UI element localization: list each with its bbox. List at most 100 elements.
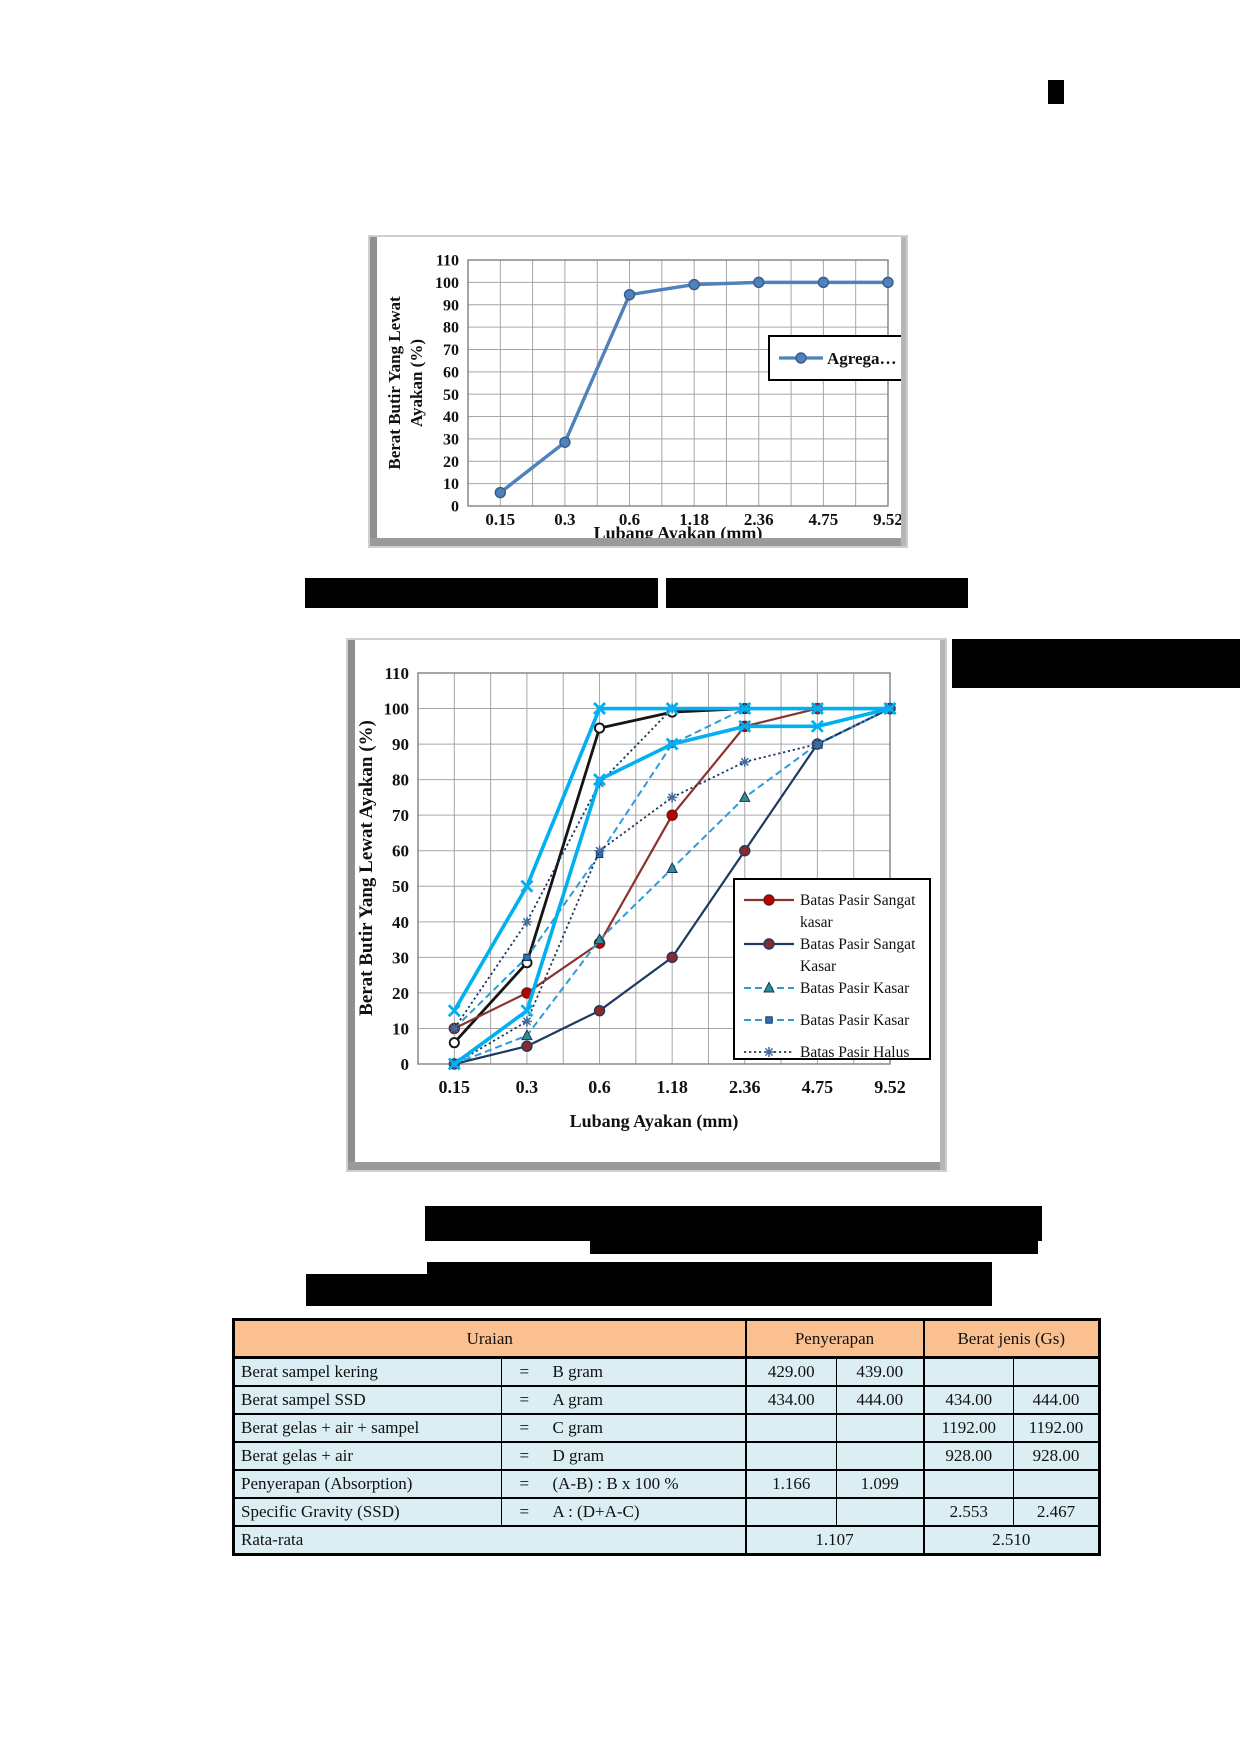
absorption-specific-gravity-table: Uraian Penyerapan Berat jenis (Gs) Berat… [232,1318,1102,1556]
row-eq: = [501,1414,547,1443]
row-label: Berat gelas + air + sampel [233,1414,502,1443]
svg-text:20: 20 [392,984,409,1003]
svg-text:110: 110 [436,253,459,270]
svg-text:90: 90 [443,297,459,314]
gs-value-1: 2.553 [923,1498,1014,1527]
svg-text:20: 20 [443,454,459,471]
svg-text:4.75: 4.75 [802,1077,834,1097]
row-label: Berat sampel kering [233,1357,502,1387]
redacted-page-number [1048,80,1064,104]
svg-text:30: 30 [392,948,409,967]
row-formula: A : (D+A-C) [546,1498,747,1527]
row-formula: (A-B) : B x 100 % [546,1470,747,1499]
gs-value-1 [923,1470,1014,1499]
svg-text:1.18: 1.18 [679,510,709,529]
svg-text:2.36: 2.36 [729,1077,761,1097]
svg-text:40: 40 [443,409,459,426]
svg-text:0.6: 0.6 [588,1077,611,1097]
svg-text:110: 110 [384,664,409,683]
svg-text:10: 10 [443,476,459,493]
gs-average: 2.510 [923,1526,1101,1555]
table-row: Berat sampel kering = B gram 429.00 439.… [233,1357,1101,1387]
table-row: Berat gelas + air = D gram 928.00 928.00 [233,1442,1101,1471]
svg-text:Ayakan (%): Ayakan (%) [407,339,426,427]
penyerapan-value-1: 1.166 [745,1470,837,1499]
svg-text:0.15: 0.15 [439,1077,471,1097]
penyerapan-value-1: 434.00 [745,1386,837,1415]
y-axis-title: Berat Butir Yang Lewat Ayakan (%) [356,720,377,1016]
grain-size-chart-agregat: 0 10 20 30 40 50 60 70 80 90 100 110 0.15 0.3 0.6 1.18 2… [385,253,911,544]
y-axis-labels: 0 10 20 30 40 50 60 70 80 90 100 110 [435,253,459,516]
legend-label: Kasar [800,958,837,975]
penyerapan-value-2 [836,1498,925,1527]
svg-text:0: 0 [401,1055,410,1074]
svg-text:100: 100 [384,699,410,718]
svg-text:9.52: 9.52 [874,1077,906,1097]
svg-text:2.36: 2.36 [744,510,774,529]
chart1-frame: 0 10 20 30 40 50 60 70 80 90 100 110 0.15 0.3 0.6 1.18 2… [368,235,911,548]
penyerapan-value-1 [745,1498,837,1527]
legend-label: Batas Pasir Halus [800,1044,909,1061]
rata-rata-label: Rata-rata [233,1526,747,1555]
svg-text:Berat Butir Yang Lewat Ayakan: Berat Butir Yang Lewat Ayakan (%) [356,720,377,1016]
penyerapan-value-2: 444.00 [836,1386,925,1415]
table-row: Berat sampel SSD = A gram 434.00 444.00 … [233,1386,1101,1415]
chart1-shadow-right [901,237,906,546]
row-label: Specific Gravity (SSD) [233,1498,502,1527]
chart1-shadow-bottom [370,538,906,546]
svg-text:30: 30 [443,432,459,449]
row-formula: A gram [546,1386,747,1415]
grain-size-zones-chart: 0 10 20 30 40 50 60 70 80 90 100 110 0.15 0.3 0.6 1.18 2… [356,664,931,1132]
legend-label: Batas Pasir Kasar [800,1012,910,1029]
row-eq: = [501,1357,547,1387]
gs-value-1: 434.00 [923,1386,1014,1415]
table-header-row: Uraian Penyerapan Berat jenis (Gs) [233,1319,1100,1359]
chart1-shadow-left [370,237,377,546]
redacted-chart2-corner-block [952,639,1240,688]
plot-frame [417,672,891,1065]
svg-text:10: 10 [392,1019,409,1038]
legend-label: Batas Pasir Sangat [800,892,916,909]
redacted-figure2-caption [425,1206,1042,1241]
penyerapan-value-2: 1.099 [836,1470,925,1499]
gs-value-2 [1013,1470,1101,1499]
header-berat-jenis: Berat jenis (Gs) [923,1319,1100,1359]
redacted-table-caption [427,1262,992,1306]
gs-value-1: 1192.00 [923,1414,1014,1443]
svg-text:1.18: 1.18 [656,1077,688,1097]
row-label: Penyerapan (Absorption) [233,1470,502,1499]
svg-text:40: 40 [392,913,409,932]
svg-text:100: 100 [435,275,459,292]
chart2-shadow-left [348,640,355,1170]
row-label: Berat sampel SSD [233,1386,502,1415]
svg-text:4.75: 4.75 [809,510,839,529]
x-axis-labels: 0.15 0.3 0.6 1.18 2.36 4.75 9.52 [439,1077,906,1097]
penyerapan-value-2: 439.00 [836,1357,925,1387]
header-uraian: Uraian [233,1319,747,1359]
series-batas-cyan-bawah [447,702,897,1071]
legend: Agrega… [768,335,911,381]
chart2-shadow-right [940,640,945,1170]
table-footer-row: Rata-rata 1.107 2.510 [233,1526,1101,1555]
y-axis-labels: 0 10 20 30 40 50 60 70 80 90 100 110 [384,664,410,1074]
row-label: Berat gelas + air [233,1442,502,1471]
table-row: Specific Gravity (SSD) = A : (D+A-C) 2.5… [233,1498,1101,1527]
x-axis-title: Lubang Ayakan (mm) [570,1111,739,1132]
svg-text:0: 0 [451,499,459,516]
chart2-frame: 0 10 20 30 40 50 60 70 80 90 100 110 0.15 0.3 0.6 1.18 2… [346,638,947,1172]
legend-label: kasar [800,914,834,931]
gs-value-2: 444.00 [1013,1386,1101,1415]
gs-value-2: 2.467 [1013,1498,1101,1527]
penyerapan-value-1: 429.00 [745,1357,837,1387]
svg-text:9.52: 9.52 [873,510,903,529]
row-eq: = [501,1498,547,1527]
gs-value-2 [1013,1357,1101,1387]
svg-text:50: 50 [443,387,459,404]
row-eq: = [501,1386,547,1415]
penyerapan-average: 1.107 [745,1526,925,1555]
svg-text:0.3: 0.3 [516,1077,539,1097]
svg-text:60: 60 [443,364,459,381]
series-agregat [494,276,894,499]
svg-text:70: 70 [392,806,409,825]
